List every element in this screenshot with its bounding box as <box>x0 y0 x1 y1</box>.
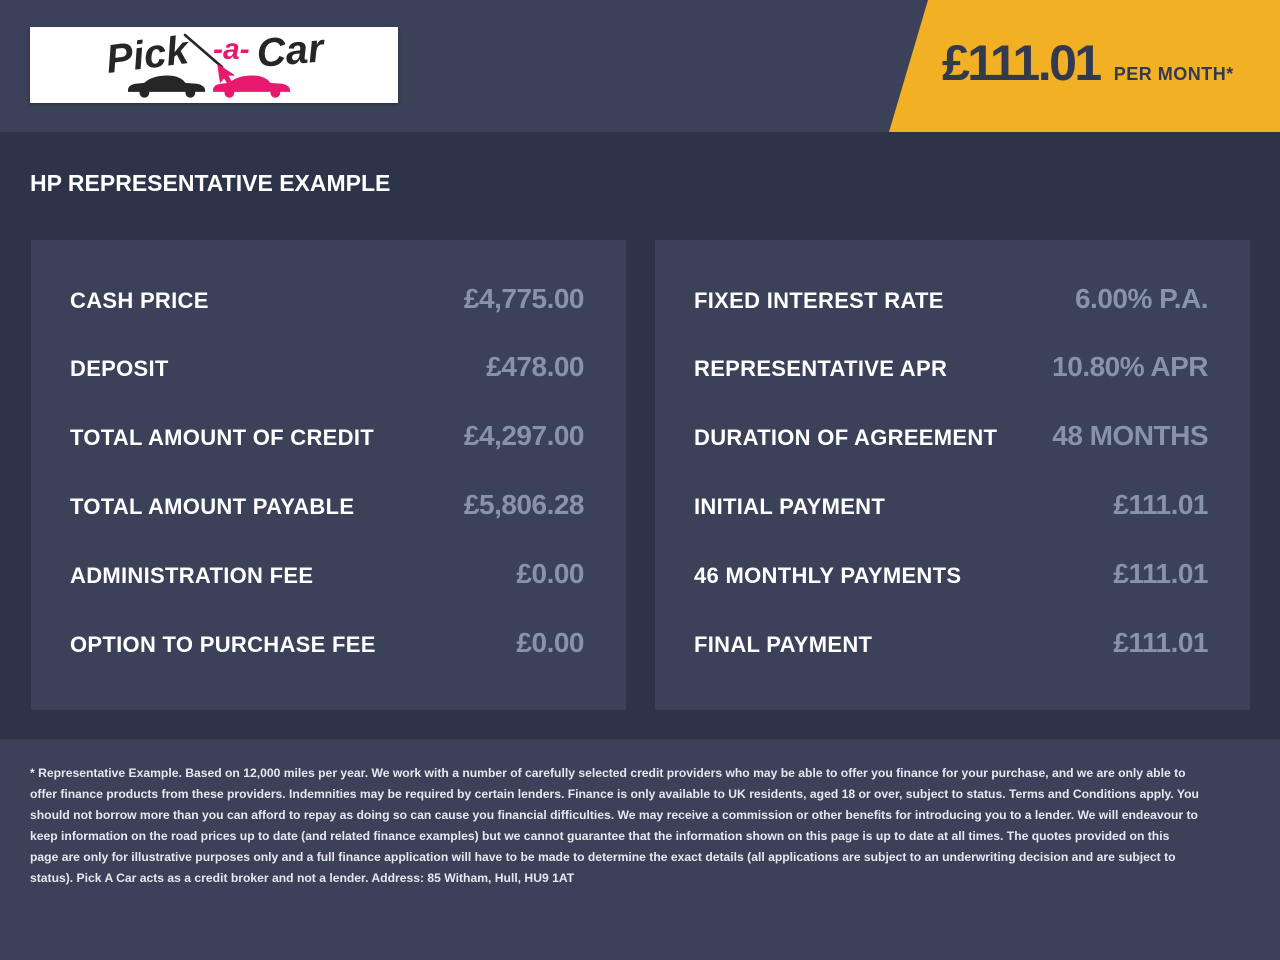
svg-text:Pick: Pick <box>104 28 193 82</box>
svg-text:Car: Car <box>255 27 328 76</box>
svg-text:-a-: -a- <box>213 33 250 66</box>
